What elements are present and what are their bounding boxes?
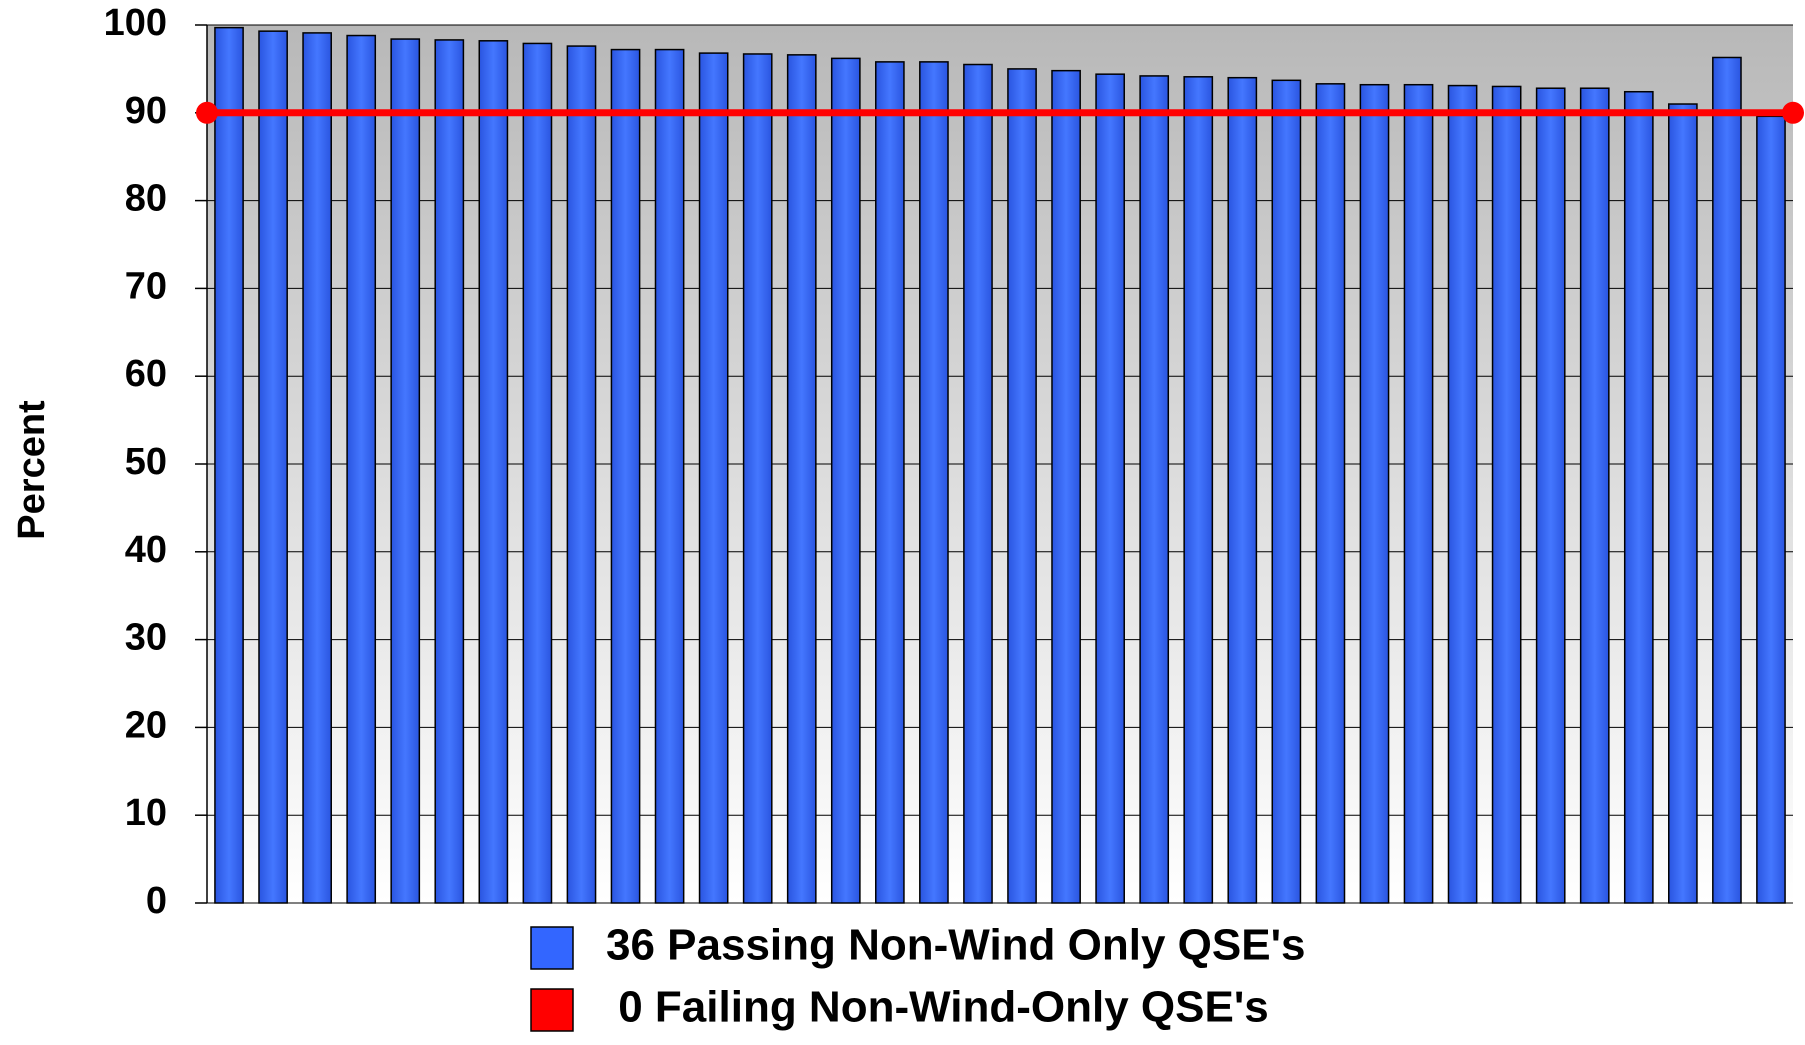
- y-tick-label: 30: [125, 617, 167, 659]
- threshold-marker: [196, 101, 218, 124]
- bar: [390, 38, 421, 904]
- bar: [1095, 73, 1125, 904]
- bar: [610, 48, 641, 904]
- bar: [566, 45, 597, 904]
- y-tick-label: 60: [125, 353, 167, 395]
- bar: [742, 53, 773, 904]
- legend-swatch: [530, 988, 574, 1032]
- bar: [698, 52, 729, 904]
- bar: [1756, 115, 1786, 904]
- bar: [434, 39, 465, 904]
- bar: [963, 63, 993, 904]
- bar: [522, 42, 553, 904]
- bar: [1535, 87, 1566, 904]
- bar: [1579, 87, 1610, 904]
- y-tick-label: 20: [125, 704, 167, 746]
- bar: [1403, 83, 1434, 904]
- y-tick-label: 50: [125, 441, 167, 483]
- y-tick-label: 0: [146, 880, 167, 922]
- bar: [1139, 75, 1170, 904]
- bar: [875, 61, 905, 904]
- bar: [1315, 83, 1346, 904]
- bar: [1359, 83, 1390, 904]
- y-tick-label: 10: [125, 792, 167, 834]
- bar: [786, 54, 817, 904]
- bar: [1491, 85, 1522, 904]
- bar: [1051, 69, 1081, 904]
- y-tick-label: 100: [104, 2, 167, 44]
- legend-label: 0 Failing Non-Wind-Only QSE's: [606, 983, 1269, 1032]
- bar: [478, 40, 509, 904]
- bar: [919, 61, 949, 904]
- bar: [1447, 84, 1478, 904]
- bar: [1183, 76, 1214, 904]
- bar: [1668, 103, 1698, 904]
- bar: [302, 32, 332, 904]
- y-axis-label: Percent: [11, 400, 53, 540]
- y-tick-label: 70: [125, 265, 167, 307]
- bar: [830, 57, 861, 904]
- bar: [1623, 90, 1654, 904]
- y-tick-label: 80: [125, 178, 167, 220]
- bar: [214, 26, 244, 904]
- threshold-marker: [1782, 101, 1804, 124]
- bar: [654, 48, 685, 904]
- y-tick-label: 40: [125, 529, 167, 571]
- bar: [258, 30, 288, 904]
- legend-swatch: [530, 926, 574, 970]
- bar: [1227, 76, 1258, 904]
- bar: [1712, 56, 1742, 904]
- legend-label: 36 Passing Non-Wind Only QSE's: [606, 921, 1306, 970]
- bar: [346, 34, 377, 904]
- y-tick-label: 90: [125, 90, 167, 132]
- bar: [1271, 79, 1302, 904]
- bar: [1007, 68, 1037, 904]
